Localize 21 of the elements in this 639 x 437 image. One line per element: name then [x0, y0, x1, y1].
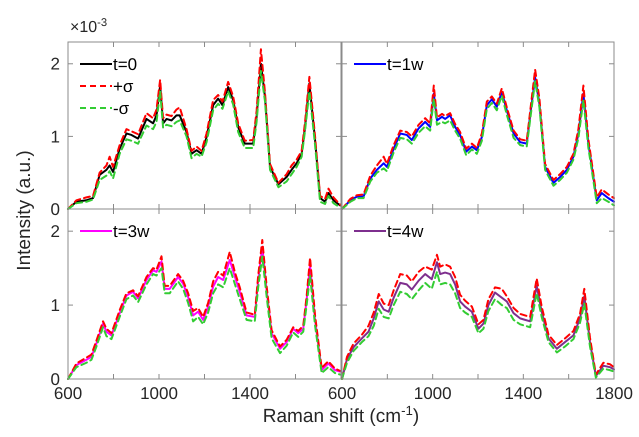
- y-tick-label: 1: [50, 296, 60, 316]
- x-tick-label: 1000: [140, 384, 178, 403]
- y-tick-label: 0: [50, 200, 60, 219]
- x-tick-label: 1400: [504, 384, 542, 403]
- x-tick-label: 1400: [231, 384, 269, 403]
- legend-label: +σ: [113, 76, 134, 96]
- text: ×10$^{-3}$: [70, 17, 108, 36]
- y-tick-label: 2: [50, 54, 60, 74]
- legend-label: t=1w: [387, 54, 424, 74]
- x-axis-title: Raman shift (cm$^{-1}$): [262, 402, 420, 427]
- legend-label: t=3w: [113, 222, 150, 241]
- legend-label: t=0: [113, 54, 138, 74]
- legend-label: t=4w: [387, 222, 424, 241]
- x-tick-label: 600: [328, 384, 356, 403]
- y-tick-label: 2: [50, 222, 60, 242]
- y-tick-label: 1: [50, 127, 60, 146]
- x-tick-label: 600: [54, 384, 82, 403]
- legend-label: -σ: [113, 98, 130, 118]
- x-tick-label: 1800: [595, 384, 633, 403]
- y-axis-title: Intensity (a.u.): [14, 150, 35, 271]
- x-tick-label: 1000: [414, 384, 452, 403]
